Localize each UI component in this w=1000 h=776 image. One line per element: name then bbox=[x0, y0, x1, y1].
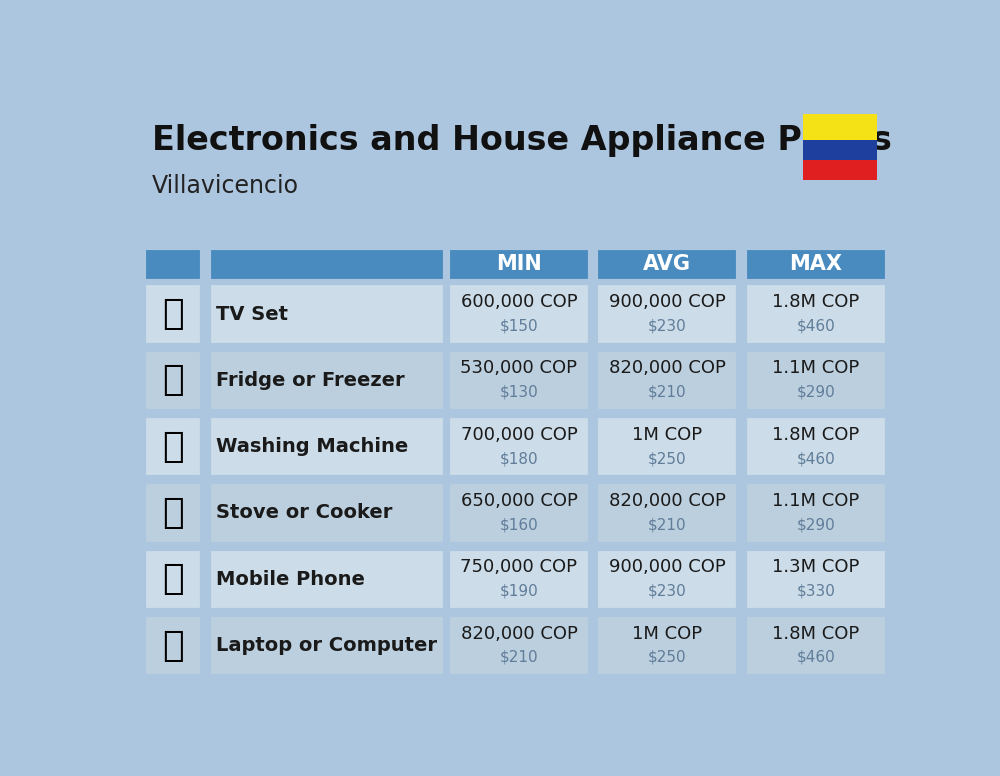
FancyBboxPatch shape bbox=[745, 350, 887, 411]
Text: 🧊: 🧊 bbox=[163, 363, 184, 397]
FancyBboxPatch shape bbox=[596, 283, 738, 345]
Text: Washing Machine: Washing Machine bbox=[216, 437, 409, 456]
FancyBboxPatch shape bbox=[803, 140, 877, 160]
Text: 1.3M COP: 1.3M COP bbox=[772, 559, 859, 577]
Text: $230: $230 bbox=[648, 584, 687, 599]
Text: 600,000 COP: 600,000 COP bbox=[461, 293, 577, 311]
Text: $460: $460 bbox=[796, 451, 835, 466]
FancyBboxPatch shape bbox=[745, 549, 887, 610]
FancyBboxPatch shape bbox=[144, 416, 202, 477]
FancyBboxPatch shape bbox=[144, 482, 202, 544]
Text: 🔥: 🔥 bbox=[163, 496, 184, 530]
FancyBboxPatch shape bbox=[745, 283, 887, 345]
Text: 1M COP: 1M COP bbox=[632, 625, 702, 643]
Text: 750,000 COP: 750,000 COP bbox=[460, 559, 577, 577]
FancyBboxPatch shape bbox=[448, 248, 590, 281]
FancyBboxPatch shape bbox=[144, 283, 202, 345]
FancyBboxPatch shape bbox=[209, 248, 445, 281]
Text: 1M COP: 1M COP bbox=[632, 426, 702, 444]
FancyBboxPatch shape bbox=[448, 482, 590, 544]
Text: $250: $250 bbox=[648, 650, 687, 665]
FancyBboxPatch shape bbox=[209, 416, 445, 477]
Text: 820,000 COP: 820,000 COP bbox=[461, 625, 577, 643]
Text: 530,000 COP: 530,000 COP bbox=[460, 359, 577, 377]
FancyBboxPatch shape bbox=[448, 283, 590, 345]
FancyBboxPatch shape bbox=[448, 549, 590, 610]
FancyBboxPatch shape bbox=[144, 248, 202, 281]
Text: 820,000 COP: 820,000 COP bbox=[609, 359, 726, 377]
Text: MAX: MAX bbox=[789, 255, 842, 275]
Text: 900,000 COP: 900,000 COP bbox=[609, 293, 726, 311]
Text: 700,000 COP: 700,000 COP bbox=[461, 426, 577, 444]
Text: 📺: 📺 bbox=[163, 297, 184, 331]
FancyBboxPatch shape bbox=[803, 114, 877, 140]
FancyBboxPatch shape bbox=[209, 283, 445, 345]
Text: $210: $210 bbox=[648, 385, 687, 400]
FancyBboxPatch shape bbox=[596, 615, 738, 677]
Text: $130: $130 bbox=[500, 385, 538, 400]
FancyBboxPatch shape bbox=[144, 615, 202, 677]
Text: Villavicencio: Villavicencio bbox=[152, 174, 299, 198]
Text: $180: $180 bbox=[500, 451, 538, 466]
Text: $250: $250 bbox=[648, 451, 687, 466]
Text: AVG: AVG bbox=[643, 255, 691, 275]
Text: 1.1M COP: 1.1M COP bbox=[772, 492, 859, 510]
FancyBboxPatch shape bbox=[448, 615, 590, 677]
Text: 1.8M COP: 1.8M COP bbox=[772, 426, 859, 444]
Text: $210: $210 bbox=[648, 518, 687, 532]
Text: $330: $330 bbox=[796, 584, 835, 599]
FancyBboxPatch shape bbox=[209, 482, 445, 544]
FancyBboxPatch shape bbox=[209, 350, 445, 411]
FancyBboxPatch shape bbox=[448, 416, 590, 477]
FancyBboxPatch shape bbox=[745, 416, 887, 477]
Text: Electronics and House Appliance Prices: Electronics and House Appliance Prices bbox=[152, 124, 892, 158]
FancyBboxPatch shape bbox=[745, 248, 887, 281]
Text: $230: $230 bbox=[648, 319, 687, 334]
FancyBboxPatch shape bbox=[209, 549, 445, 610]
FancyBboxPatch shape bbox=[448, 350, 590, 411]
FancyBboxPatch shape bbox=[745, 615, 887, 677]
Text: $190: $190 bbox=[500, 584, 538, 599]
Text: $460: $460 bbox=[796, 319, 835, 334]
FancyBboxPatch shape bbox=[144, 549, 202, 610]
Text: $160: $160 bbox=[500, 518, 538, 532]
FancyBboxPatch shape bbox=[596, 248, 738, 281]
Text: $150: $150 bbox=[500, 319, 538, 334]
Text: Laptop or Computer: Laptop or Computer bbox=[216, 636, 437, 655]
Text: 1.1M COP: 1.1M COP bbox=[772, 359, 859, 377]
FancyBboxPatch shape bbox=[209, 615, 445, 677]
Text: 820,000 COP: 820,000 COP bbox=[609, 492, 726, 510]
Text: 1.8M COP: 1.8M COP bbox=[772, 625, 859, 643]
FancyBboxPatch shape bbox=[596, 350, 738, 411]
Text: 900,000 COP: 900,000 COP bbox=[609, 559, 726, 577]
Text: $290: $290 bbox=[796, 518, 835, 532]
FancyBboxPatch shape bbox=[745, 482, 887, 544]
Text: MIN: MIN bbox=[496, 255, 542, 275]
Text: $290: $290 bbox=[796, 385, 835, 400]
FancyBboxPatch shape bbox=[596, 482, 738, 544]
FancyBboxPatch shape bbox=[144, 350, 202, 411]
Text: 💻: 💻 bbox=[163, 629, 184, 663]
Text: TV Set: TV Set bbox=[216, 305, 288, 324]
Text: Mobile Phone: Mobile Phone bbox=[216, 570, 365, 589]
FancyBboxPatch shape bbox=[596, 549, 738, 610]
FancyBboxPatch shape bbox=[596, 416, 738, 477]
Text: Fridge or Freezer: Fridge or Freezer bbox=[216, 371, 405, 390]
FancyBboxPatch shape bbox=[803, 160, 877, 180]
Text: 📱: 📱 bbox=[163, 563, 184, 596]
Text: $460: $460 bbox=[796, 650, 835, 665]
Text: 650,000 COP: 650,000 COP bbox=[461, 492, 577, 510]
Text: $210: $210 bbox=[500, 650, 538, 665]
Text: 1.8M COP: 1.8M COP bbox=[772, 293, 859, 311]
Text: 🌀: 🌀 bbox=[163, 430, 184, 464]
Text: Stove or Cooker: Stove or Cooker bbox=[216, 504, 393, 522]
